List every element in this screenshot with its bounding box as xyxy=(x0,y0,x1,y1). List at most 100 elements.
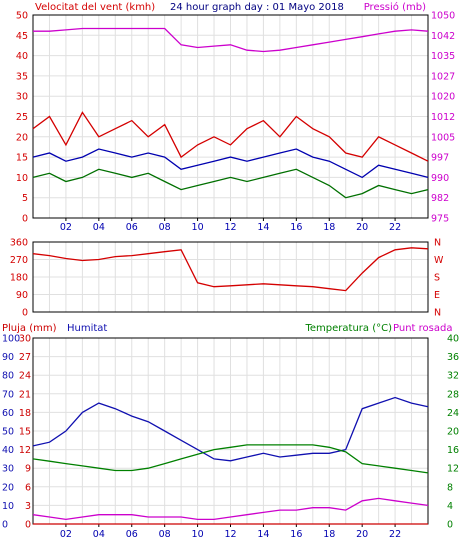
rain-tick-label: 0 xyxy=(2,520,8,531)
wind-tick-label: 0 xyxy=(22,214,28,225)
x-tick-label: 04 xyxy=(93,222,105,233)
rain-tick-label: 40 xyxy=(2,445,14,456)
temperature-line xyxy=(32,444,429,474)
direction-tick-label: 270 xyxy=(10,255,28,266)
dewpoint-line xyxy=(32,497,429,521)
x-tick-label: 14 xyxy=(257,529,269,540)
humidity-tick-label: 30 xyxy=(19,334,31,345)
x-tick-label: 06 xyxy=(126,222,138,233)
x-tick-label: 12 xyxy=(224,222,236,233)
temperature-tick-label: 32 xyxy=(447,371,459,382)
compass-tick-label: N xyxy=(434,238,441,249)
pressure-tick-label: 1012 xyxy=(431,112,455,123)
wind-tick-label: 15 xyxy=(16,153,28,164)
temperature-tick-label: 8 xyxy=(447,482,453,493)
wind-gust-line xyxy=(32,111,429,162)
panel2-frame xyxy=(32,241,429,313)
pressure-tick-label: 990 xyxy=(431,173,449,184)
wind-tick-label: 30 xyxy=(16,92,28,103)
rain-tick-label: 30 xyxy=(2,464,14,475)
x-tick-label: 06 xyxy=(126,529,138,540)
rain-tick-label: 90 xyxy=(2,352,14,363)
compass-tick-label: E xyxy=(434,290,440,301)
x-tick-label: 04 xyxy=(93,529,105,540)
x-tick-label: 16 xyxy=(290,222,302,233)
humidity-line xyxy=(32,396,429,462)
rain-tick-label: 80 xyxy=(2,371,14,382)
dewpoint-label: Punt rosada xyxy=(393,323,452,334)
humidity-label: Humitat xyxy=(67,323,107,334)
pressure-tick-label: 1050 xyxy=(431,11,455,22)
rain-tick-label: 20 xyxy=(2,482,14,493)
temperature-tick-label: 24 xyxy=(447,408,459,419)
panel2-direction-axis: 360 270 180 90 0 xyxy=(10,238,28,319)
humidity-tick-label: 0 xyxy=(25,520,31,531)
x-tick-label: 22 xyxy=(389,529,401,540)
temperature-label: Temperatura (°C) xyxy=(304,323,392,334)
wind-tick-label: 35 xyxy=(16,71,28,82)
rain-tick-label: 70 xyxy=(2,389,14,400)
pressure-tick-label: 1027 xyxy=(431,71,455,82)
compass-tick-label: S xyxy=(434,273,440,284)
direction-tick-label: 360 xyxy=(10,238,28,249)
x-tick-label: 16 xyxy=(290,529,302,540)
x-tick-label: 02 xyxy=(60,222,72,233)
humidity-tick-label: 18 xyxy=(19,408,31,419)
panel1-pressure-axis: 1050 1042 1035 1027 1020 1012 1005 997 990 982 975 xyxy=(431,11,455,225)
panel2-series xyxy=(32,247,429,292)
wind-tick-label: 50 xyxy=(16,11,28,22)
wind-speed-label: Velocitat del vent (kmh) xyxy=(35,2,155,13)
humidity-tick-label: 15 xyxy=(19,427,31,438)
humidity-tick-label: 6 xyxy=(25,482,31,493)
humidity-tick-label: 21 xyxy=(19,389,31,400)
humidity-tick-label: 27 xyxy=(19,352,31,363)
rain-tick-label: 100 xyxy=(2,334,20,345)
wind-tick-label: 40 xyxy=(16,51,28,62)
x-tick-label: 18 xyxy=(323,222,335,233)
pressure-tick-label: 1042 xyxy=(431,31,455,42)
x-tick-label: 14 xyxy=(257,222,269,233)
temperature-tick-label: 36 xyxy=(447,352,459,363)
wind-tick-label: 45 xyxy=(16,31,28,42)
x-tick-label: 08 xyxy=(159,222,171,233)
temperature-tick-label: 0 xyxy=(447,520,453,531)
temperature-tick-label: 28 xyxy=(447,389,459,400)
panel1-time-axis: 02 04 06 08 10 12 14 16 18 20 22 xyxy=(60,218,401,233)
pressure-line xyxy=(33,27,429,53)
humidity-tick-label: 12 xyxy=(19,445,31,456)
temperature-tick-label: 12 xyxy=(447,464,459,475)
temperature-tick-label: 4 xyxy=(447,501,453,512)
humidity-tick-label: 3 xyxy=(25,501,31,512)
wind-tick-label: 5 xyxy=(22,193,28,204)
rain-label: Pluja (mm) xyxy=(2,323,57,334)
panel3-grid xyxy=(33,337,429,525)
panel3-time-axis: 02 04 06 08 10 12 14 16 18 20 22 xyxy=(60,524,401,540)
pressure-tick-label: 1005 xyxy=(431,132,455,143)
x-tick-label: 20 xyxy=(356,529,368,540)
direction-tick-label: 180 xyxy=(10,273,28,284)
humidity-tick-label: 9 xyxy=(25,464,31,475)
panel2-grid xyxy=(33,241,429,313)
temperature-tick-label: 20 xyxy=(447,427,459,438)
x-tick-label: 02 xyxy=(60,529,72,540)
x-tick-label: 10 xyxy=(192,529,204,540)
pressure-tick-label: 1035 xyxy=(431,51,455,62)
panel1-series xyxy=(32,27,429,199)
wind-low-line xyxy=(32,168,429,199)
pressure-tick-label: 997 xyxy=(431,153,449,164)
wind-tick-label: 10 xyxy=(16,173,28,184)
x-tick-label: 08 xyxy=(159,529,171,540)
wind-tick-label: 25 xyxy=(16,112,28,123)
x-tick-label: 18 xyxy=(323,529,335,540)
page-title: 24 hour graph day : 01 Mayo 2018 xyxy=(170,2,344,13)
rain-tick-label: 10 xyxy=(2,501,14,512)
wind-tick-label: 20 xyxy=(16,132,28,143)
rain-tick-label: 50 xyxy=(2,427,14,438)
pressure-tick-label: 982 xyxy=(431,193,449,204)
